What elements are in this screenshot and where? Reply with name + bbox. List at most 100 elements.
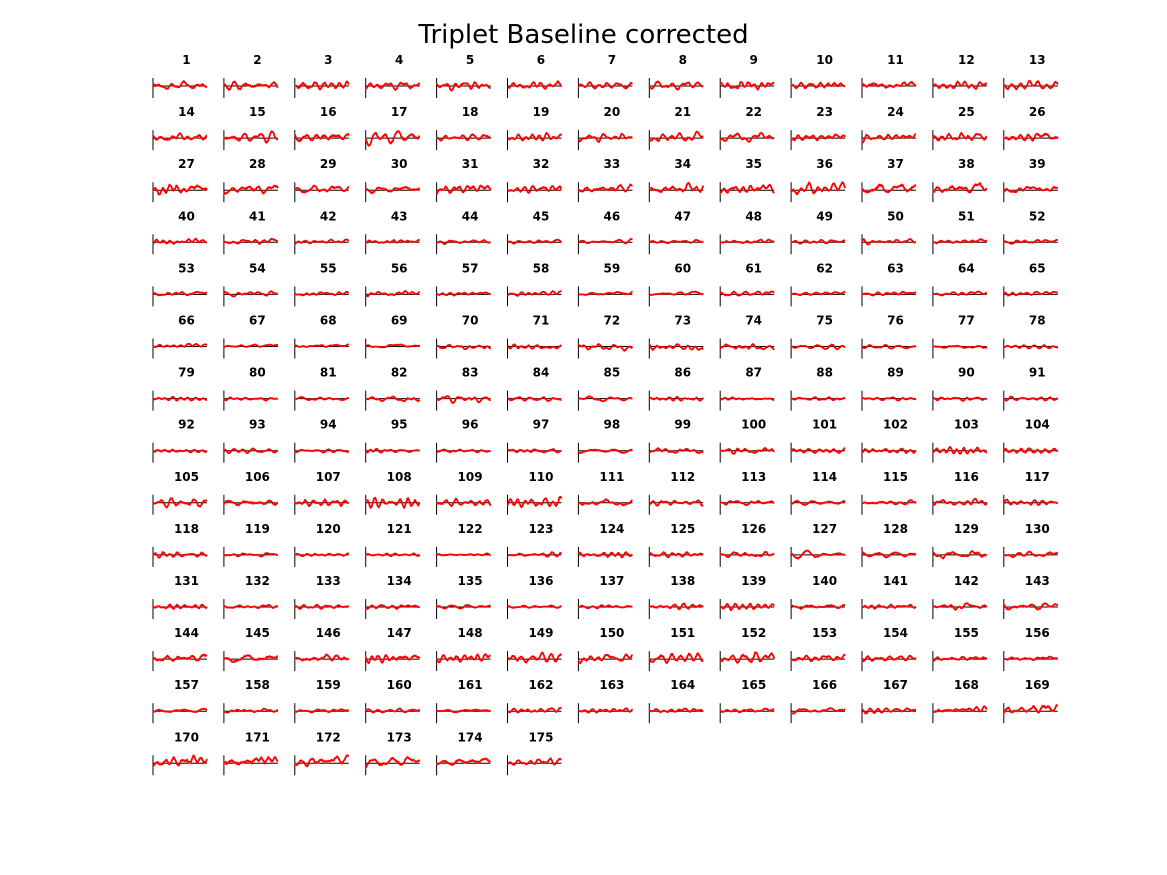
error-band xyxy=(223,130,278,145)
panel-33: 33 xyxy=(577,157,633,203)
panel-151: 151 xyxy=(648,626,704,672)
series-line xyxy=(152,183,208,196)
panel-label: 150 xyxy=(599,626,624,640)
series-line xyxy=(294,184,350,194)
panel-156: 156 xyxy=(1003,626,1059,672)
series-line xyxy=(790,290,846,297)
panel-label: 100 xyxy=(741,418,766,432)
series-line xyxy=(294,80,350,91)
panel-label: 95 xyxy=(391,418,408,432)
panel-21: 21 xyxy=(648,105,704,151)
panel-label: 27 xyxy=(178,157,195,171)
panel-165: 165 xyxy=(719,678,775,724)
series-line xyxy=(223,343,279,348)
panel-149: 149 xyxy=(507,626,563,672)
panel-label: 17 xyxy=(391,105,408,119)
series-line xyxy=(648,80,704,91)
panel-label: 81 xyxy=(320,366,337,380)
series-line xyxy=(365,496,421,509)
panel-label: 94 xyxy=(320,418,337,432)
panel-17: 17 xyxy=(364,105,421,151)
panel-label: 153 xyxy=(812,626,837,640)
series-line xyxy=(223,654,279,663)
panel-114: 114 xyxy=(790,470,846,515)
panel-105: 105 xyxy=(152,470,208,515)
panel-55: 55 xyxy=(294,261,350,307)
panel-170: 170 xyxy=(152,730,208,776)
panel-57: 57 xyxy=(436,261,491,307)
panel-label: 29 xyxy=(320,157,337,171)
series-line xyxy=(1003,238,1059,245)
panel-label: 51 xyxy=(958,209,975,223)
series-line xyxy=(578,498,633,507)
series-line xyxy=(578,183,633,193)
panel-label: 113 xyxy=(741,470,766,484)
series-line xyxy=(1003,132,1059,142)
panel-66: 66 xyxy=(152,314,208,359)
panel-label: 16 xyxy=(320,105,337,119)
panel-134: 134 xyxy=(365,574,420,619)
panel-140: 140 xyxy=(790,574,846,619)
series-line xyxy=(436,708,491,714)
series-line xyxy=(152,653,208,662)
series-line xyxy=(861,603,917,610)
panel-label: 14 xyxy=(178,105,195,119)
panel-104: 104 xyxy=(1003,418,1059,463)
panel-label: 161 xyxy=(458,678,483,692)
panel-87: 87 xyxy=(719,366,775,411)
series-line xyxy=(365,395,421,403)
series-line xyxy=(790,181,846,196)
series-line xyxy=(436,604,491,610)
panel-label: 168 xyxy=(954,678,979,692)
panel-label: 137 xyxy=(599,574,624,588)
panel-label: 152 xyxy=(741,626,766,640)
series-line xyxy=(1003,290,1058,297)
panel-label: 169 xyxy=(1025,678,1050,692)
panel-38: 38 xyxy=(932,157,988,203)
series-line xyxy=(932,497,988,506)
panel-10: 10 xyxy=(790,53,846,98)
panel-148: 148 xyxy=(435,626,491,672)
panel-82: 82 xyxy=(365,366,421,411)
panel-label: 70 xyxy=(462,314,479,328)
panel-label: 43 xyxy=(391,209,408,223)
panel-175: 175 xyxy=(507,730,562,776)
panel-146: 146 xyxy=(294,626,350,672)
series-line xyxy=(578,395,633,403)
series-line xyxy=(506,396,562,402)
panel-108: 108 xyxy=(365,470,421,515)
panel-74: 74 xyxy=(719,314,775,359)
series-line xyxy=(152,497,208,509)
panel-111: 111 xyxy=(577,470,633,515)
panel-label: 86 xyxy=(674,366,691,380)
series-line xyxy=(435,81,491,92)
panel-150: 150 xyxy=(577,626,634,672)
panel-label: 52 xyxy=(1029,209,1046,223)
panel-label: 55 xyxy=(320,261,337,275)
panel-79: 79 xyxy=(152,366,208,411)
panel-1: 1 xyxy=(152,53,208,98)
series-line xyxy=(364,654,421,664)
panel-8: 8 xyxy=(648,53,704,98)
panel-68: 68 xyxy=(294,314,350,359)
series-line xyxy=(719,396,775,401)
series-line xyxy=(720,290,775,297)
panel-45: 45 xyxy=(507,209,563,255)
panel-26: 26 xyxy=(1003,105,1059,151)
panel-label: 142 xyxy=(954,574,979,588)
panel-label: 166 xyxy=(812,678,837,692)
series-line xyxy=(1003,447,1059,454)
series-line xyxy=(719,707,775,714)
series-line xyxy=(719,651,776,664)
panel-label: 32 xyxy=(533,157,550,171)
panel-label: 15 xyxy=(249,105,266,119)
panel-label: 175 xyxy=(528,730,553,744)
panel-6: 6 xyxy=(507,53,563,98)
series-line xyxy=(861,499,917,506)
panel-label: 109 xyxy=(458,470,483,484)
panel-label: 30 xyxy=(391,157,408,171)
panel-64: 64 xyxy=(932,261,988,307)
panel-147: 147 xyxy=(364,626,421,672)
panel-30: 30 xyxy=(365,157,421,203)
panel-label: 157 xyxy=(174,678,199,692)
